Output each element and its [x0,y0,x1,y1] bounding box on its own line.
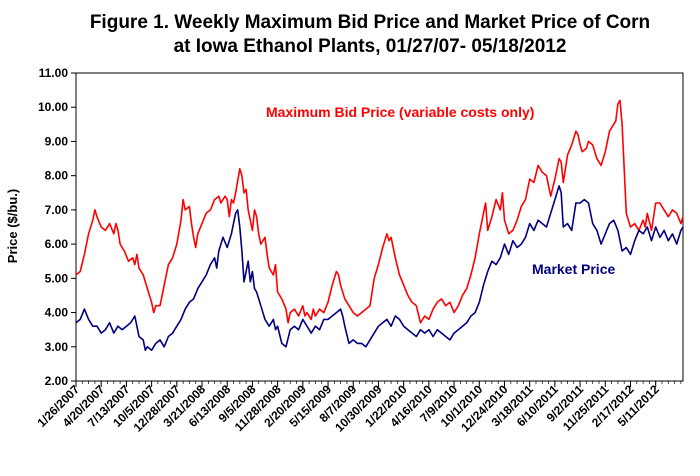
y-axis-label: Price ($/bu.) [5,189,20,263]
series-line-market-price [75,185,684,352]
y-tick-label: 2.00 [45,374,69,388]
y-tick-label: 5.00 [45,271,69,285]
y-tick-label: 11.00 [39,66,69,80]
axes-layer: 2.00 3.00 4.00 5.00 6.00 7.00 8.00 9.00 10.00 11.… [34,66,684,435]
y-tick-label: 4.00 [45,306,69,320]
y-tick-label: 9.00 [45,134,69,148]
max-bid-annotation: Maximum Bid Price (variable costs only) [266,104,534,120]
y-tick-label: 8.00 [45,169,69,183]
chart-title-line-1: Figure 1. Weekly Maximum Bid Price and M… [90,12,650,33]
series-line-max-bid-price [75,99,684,324]
chart-title-line-2: at Iowa Ethanol Plants, 01/27/07- 05/18/… [174,36,567,57]
y-tick-label: 3.00 [45,340,69,354]
lines-layer [75,99,684,352]
y-tick-label: 10.00 [38,100,68,114]
y-tick-label: 7.00 [45,203,69,217]
market-price-annotation: Market Price [532,261,615,277]
y-tick-label: 6.00 [45,237,69,251]
